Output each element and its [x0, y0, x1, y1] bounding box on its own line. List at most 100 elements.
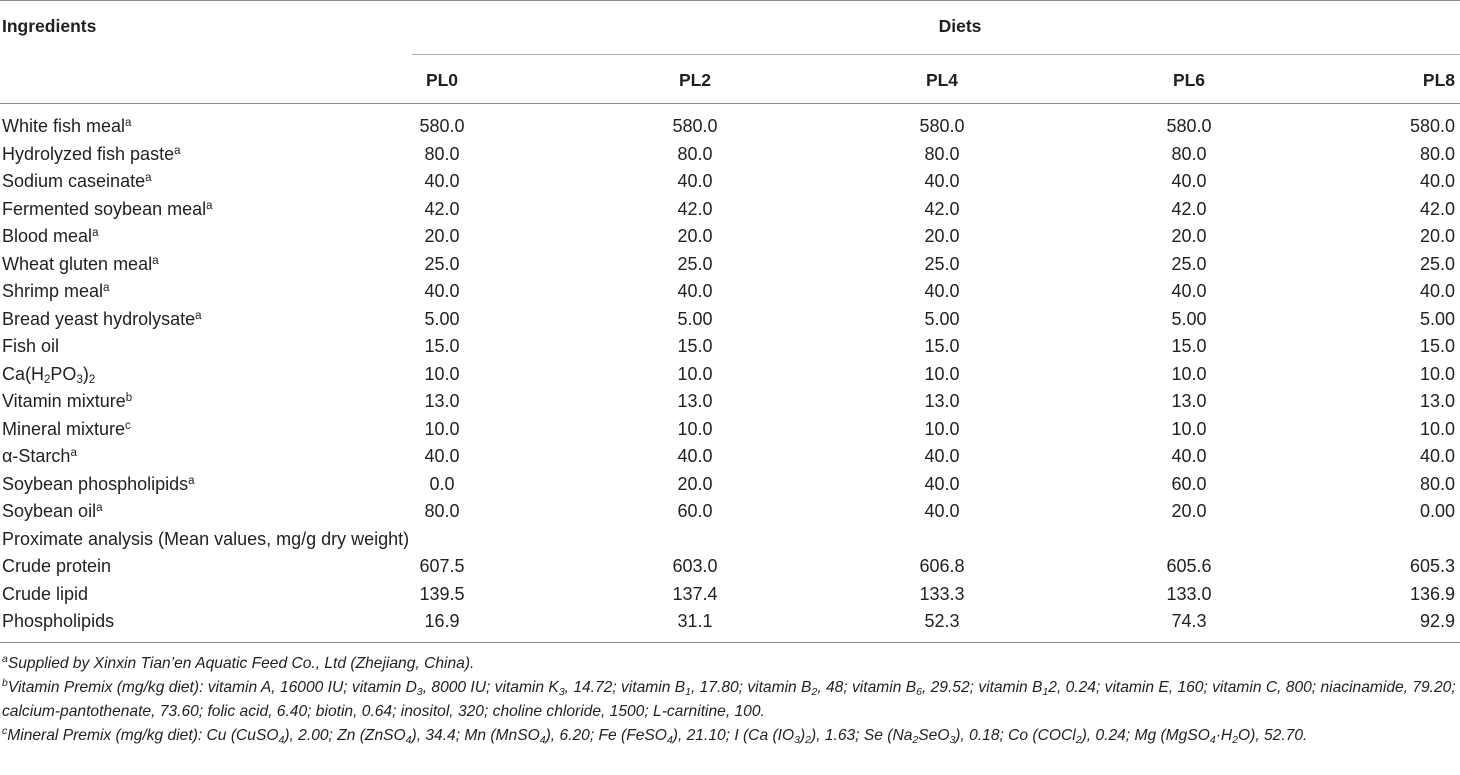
table-cell: 40.0: [924, 446, 960, 466]
diets-underline: [412, 54, 1460, 55]
table-cell: 60.0: [1171, 473, 1207, 494]
table-cell: 10.0: [1171, 418, 1207, 439]
table-cell: 80.0: [1171, 143, 1207, 164]
table-cell: 13.0: [1419, 391, 1455, 411]
table-row: Sodium caseinatea 40.0 40.0 40.0 40.0 40.0: [0, 168, 1460, 195]
row-label: Sodium caseinatea: [2, 171, 152, 191]
table-cell: 40.0: [677, 281, 713, 301]
table-cell: 15.0: [1419, 336, 1455, 356]
table-cell: 42.0: [424, 198, 460, 219]
footnote-marker: a: [174, 144, 181, 157]
table-row: α-Starcha 40.0 40.0 40.0 40.0 40.0: [0, 443, 1460, 470]
table-cell: 20.0: [677, 226, 713, 246]
table-cell: 15.0: [424, 336, 460, 356]
ingredients-header: Ingredients: [2, 16, 97, 36]
footnote-b: bVitamin Premix (mg/kg diet): vitamin A,…: [2, 676, 1458, 724]
table-cell: 580.0: [419, 116, 465, 136]
row-label: Phospholipids: [2, 611, 115, 631]
table-row: Crude lipid 139.5 137.4 133.3 133.0 136.9: [0, 581, 1460, 608]
table-cell: 80.0: [924, 143, 960, 164]
table-cell: 580.0: [1166, 116, 1212, 136]
table-cell: 10.0: [1419, 363, 1455, 384]
table-row: Phospholipids 16.9 31.1 52.3 74.3 92.9: [0, 608, 1460, 635]
table-cell: 52.3: [924, 611, 960, 631]
footnote-marker: c: [125, 419, 131, 432]
table-cell: 42.0: [1171, 198, 1207, 219]
row-label: Bread yeast hydrolysatea: [2, 308, 202, 329]
footnote-marker: a: [195, 309, 202, 322]
table-cell: 10.0: [924, 363, 960, 384]
table-cell: 133.0: [1166, 583, 1212, 604]
table-cell: 80.0: [424, 501, 460, 521]
row-label: Hydrolyzed fish pastea: [2, 143, 181, 164]
table-cell: 40.0: [1419, 281, 1455, 301]
table-cell: 25.0: [677, 253, 713, 274]
table-cell: 133.3: [919, 583, 965, 604]
table-cell: 5.00: [924, 308, 960, 329]
table-cell: 40.0: [924, 171, 960, 191]
row-label: Mineral mixturec: [2, 418, 131, 439]
table-cell: 10.0: [677, 418, 713, 439]
bottom-rule: [0, 642, 1460, 643]
table-cell: 10.0: [424, 363, 460, 384]
table-cell: 137.4: [672, 583, 718, 604]
row-label: Wheat gluten meala: [2, 253, 159, 274]
row-label: Shrimp meala: [2, 281, 110, 301]
footnote-b-mark: b: [2, 677, 8, 689]
table-cell: 5.00: [677, 308, 713, 329]
table-row: Proximate analysis (Mean values, mg/g dr…: [0, 526, 1460, 553]
table-row: Shrimp meala 40.0 40.0 40.0 40.0 40.0: [0, 278, 1460, 305]
table-cell: 15.0: [1171, 336, 1207, 356]
table-cell: 10.0: [1171, 363, 1207, 384]
table-cell: 136.9: [1409, 583, 1455, 604]
footnote-a: aSupplied by Xinxin Tian’en Aquatic Feed…: [2, 652, 1458, 676]
table-cell: 0.0: [429, 473, 455, 494]
table-cell: 25.0: [424, 253, 460, 274]
table-cell: 20.0: [677, 473, 713, 494]
table-row: Crude protein 607.5 603.0 606.8 605.6 605.3: [0, 553, 1460, 580]
row-label: Crude lipid: [2, 583, 89, 604]
footnote-c-text: Mineral Premix (mg/kg diet): Cu (CuSO4),…: [7, 727, 1308, 746]
column-header-pl0: PL0: [425, 70, 459, 90]
table-cell: 80.0: [677, 143, 713, 164]
table-cell: 606.8: [919, 556, 965, 576]
table-cell: 13.0: [677, 391, 713, 411]
table-cell: 40.0: [1171, 171, 1207, 191]
table-cell: 15.0: [677, 336, 713, 356]
table-cell: 580.0: [1409, 116, 1455, 136]
column-header-pl6: PL6: [1172, 70, 1206, 90]
footnote-marker: a: [125, 117, 132, 129]
table-cell: 13.0: [1171, 391, 1207, 411]
table-row: Hydrolyzed fish pastea 80.0 80.0 80.0 80.0 80…: [0, 141, 1460, 168]
table-row: Ca(H2PO3)2 10.0 10.0 10.0 10.0 10.0: [0, 361, 1460, 388]
table-cell: 40.0: [424, 281, 460, 301]
header-rule: [0, 103, 1460, 104]
table-cell: 40.0: [677, 446, 713, 466]
table-cell: 40.0: [1171, 446, 1207, 466]
row-label: Crude protein: [2, 556, 112, 576]
table-row: Mineral mixturec 10.0 10.0 10.0 10.0 10.0: [0, 416, 1460, 443]
table-cell: 42.0: [677, 198, 713, 219]
row-label: Proximate analysis (Mean values, mg/g dr…: [2, 528, 410, 549]
row-label: Ca(H2PO3)2: [2, 363, 96, 386]
table-cell: 603.0: [672, 556, 718, 576]
row-label: Blood meala: [2, 226, 99, 246]
column-header-pl2: PL2: [678, 70, 712, 90]
footnote-c-mark: c: [2, 725, 8, 737]
column-header-pl8: PL8: [1422, 70, 1455, 90]
table-cell: 42.0: [1419, 198, 1455, 219]
row-label: α-Starcha: [2, 446, 77, 466]
table-cell: 40.0: [1419, 446, 1455, 466]
table-cell: 13.0: [424, 391, 460, 411]
footnote-marker: a: [96, 502, 103, 514]
table-cell: 80.0: [424, 143, 460, 164]
table-cell: 40.0: [424, 446, 460, 466]
footnote-marker: a: [188, 474, 195, 487]
table-cell: 40.0: [924, 281, 960, 301]
table-cell: 605.3: [1409, 556, 1455, 576]
table-row: Soybean oila 80.0 60.0 40.0 20.0 0.00: [0, 498, 1460, 525]
column-header-pl4: PL4: [925, 70, 959, 90]
table-row: Blood meala 20.0 20.0 20.0 20.0 20.0: [0, 223, 1460, 250]
table-row: Fish oil 15.0 15.0 15.0 15.0 15.0: [0, 333, 1460, 360]
table-row: Bread yeast hydrolysatea 5.00 5.00 5.00 5.00…: [0, 306, 1460, 333]
